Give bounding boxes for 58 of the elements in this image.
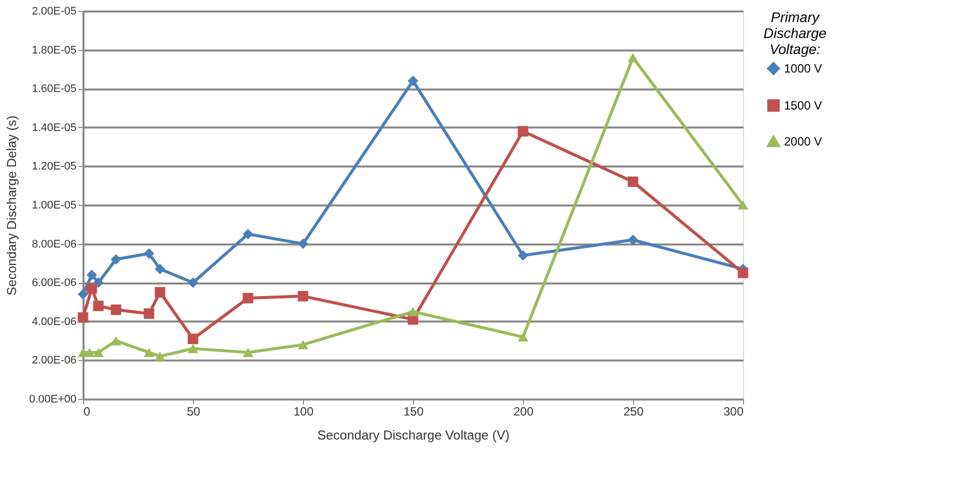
- legend-label: 1000 V: [784, 62, 822, 76]
- x-tick-label: 200: [513, 404, 534, 418]
- point: [93, 300, 104, 312]
- point: [144, 308, 154, 319]
- point: [242, 228, 254, 240]
- y-tick-label: 1.80E-05: [32, 44, 76, 56]
- point: [628, 234, 638, 246]
- point: [738, 268, 748, 278]
- y-tick-label: 8.00E-06: [32, 238, 76, 250]
- point: [93, 348, 104, 357]
- legend-title: Primary Discharge Voltage:: [763, 9, 827, 57]
- legend-label: 1500 V: [784, 98, 822, 112]
- point: [78, 312, 88, 323]
- x-tick-label: 0: [84, 404, 90, 418]
- point: [628, 176, 638, 187]
- point: [110, 336, 122, 346]
- point: [298, 238, 308, 250]
- y-tick-label: 1.00E-05: [32, 200, 76, 212]
- point: [242, 348, 254, 357]
- point: [518, 250, 528, 261]
- y-axis-title: Secondary Discharge Delay (s): [4, 116, 20, 296]
- y-tick-label: 4.00E-06: [32, 316, 76, 328]
- y-tick-label: 2.00E-05: [32, 6, 76, 18]
- point: [298, 290, 308, 302]
- y-tick-label: 1.40E-05: [32, 122, 76, 134]
- y-tick-label: 0.00E+00: [29, 394, 76, 406]
- point: [408, 307, 418, 316]
- point: [154, 352, 166, 361]
- point: [188, 277, 198, 288]
- point: [110, 254, 122, 265]
- point: [242, 292, 254, 304]
- point: [86, 270, 98, 280]
- y-tick-label: 2.00E-06: [32, 354, 76, 367]
- x-tick-label: 300: [723, 404, 744, 418]
- point: [86, 283, 98, 294]
- point: [154, 287, 166, 298]
- x-tick-label: 100: [293, 404, 314, 418]
- y-tick-label: 6.00E-06: [32, 277, 76, 290]
- point: [144, 348, 154, 357]
- point: [518, 126, 528, 137]
- legend-label: 2000 V: [784, 134, 822, 148]
- point: [518, 332, 528, 342]
- x-tick-label: 50: [186, 404, 200, 418]
- point: [738, 200, 748, 210]
- x-tick-label: 150: [403, 404, 424, 418]
- point: [154, 264, 166, 274]
- point: [78, 288, 88, 300]
- point: [110, 304, 122, 316]
- point: [408, 76, 418, 86]
- point: [298, 340, 308, 350]
- y-tick-label: 1.20E-05: [32, 160, 76, 173]
- point: [628, 53, 638, 62]
- point: [144, 248, 154, 259]
- x-tick-label: 250: [623, 404, 644, 418]
- point: [188, 334, 198, 344]
- point: [188, 344, 198, 354]
- x-axis-title: Secondary Discharge Voltage (V): [317, 428, 510, 442]
- y-tick-label: 1.60E-05: [32, 83, 76, 96]
